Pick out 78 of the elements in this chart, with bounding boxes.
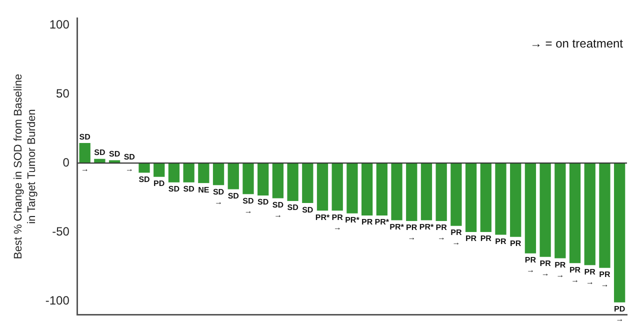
data-label: SD [287,203,299,212]
data-label: SD [94,148,106,158]
bar [287,163,298,201]
data-label: SD [183,184,195,194]
data-label: PR → [569,265,581,284]
bar [391,163,402,220]
bar [242,163,254,194]
data-label: PR → [554,260,566,280]
y-tick-label: 100 [49,17,70,32]
bar [614,163,626,302]
data-label: PR → [450,228,462,248]
bar [599,163,610,268]
bar [168,163,180,182]
bar [198,163,210,184]
bar [524,163,536,254]
data-label: NE [198,185,210,194]
bar [436,163,447,221]
data-label: PR → [524,256,536,275]
data-label: SD [108,149,120,158]
bar [510,163,522,237]
data-label: PD [154,179,165,188]
bar [584,163,596,266]
data-label: PR* [345,216,360,225]
data-label: PR → [436,223,448,242]
data-label: SD → [212,187,224,206]
bar [212,163,224,186]
data-label: PR [362,218,373,227]
bar [258,163,269,196]
text: SD → [79,132,90,174]
data-label: PR → [599,270,610,290]
data-label: SD → [242,196,254,216]
bar [420,163,432,220]
y-tick-label: -100 [45,293,70,308]
data-label: SD [168,184,180,194]
bar [346,163,358,214]
data-label: PD → [614,304,626,324]
bar [79,143,90,164]
y-axis-title: Best % Change in SOD from Baseline in Target Tumor Burden [12,74,38,260]
bar [540,163,551,257]
data-label: PR [480,234,492,244]
data-label: SD → [272,200,284,220]
data-label: SD → [124,152,136,174]
data-label: PR [465,234,477,244]
data-label: PR [495,236,507,246]
annotation: → = on treatment [530,36,624,51]
data-label: PR* [315,212,330,222]
bar [406,163,418,221]
data-label: SD [228,191,240,200]
data-label: SD [258,198,269,207]
data-label: PR → [406,223,418,242]
data-label: PR → [332,212,344,232]
data-label: PR* [390,222,405,232]
data-label: PR [510,239,522,248]
y-tick-label: 0 [62,155,70,170]
data-label: PR → [540,259,552,278]
bar [138,163,150,173]
bar [569,163,581,264]
bar [302,163,314,204]
bar [316,163,328,211]
bar [332,163,343,211]
data-label: PR → [584,267,596,286]
data-label: PR* [374,218,390,227]
y-tick-label: -50 [52,224,70,238]
data-label: SD [302,205,314,214]
data-label: PR* [419,222,434,232]
bar [228,163,239,190]
data-label: SD [138,174,150,184]
bar [480,163,492,232]
bar [361,163,373,216]
bar [465,163,477,232]
bar [495,163,506,235]
y-tick-label: 50 [56,86,70,100]
bar [272,163,284,198]
bar [376,163,388,216]
bar [554,163,566,258]
bar [450,163,462,226]
bar [154,163,165,177]
bar [183,163,194,182]
